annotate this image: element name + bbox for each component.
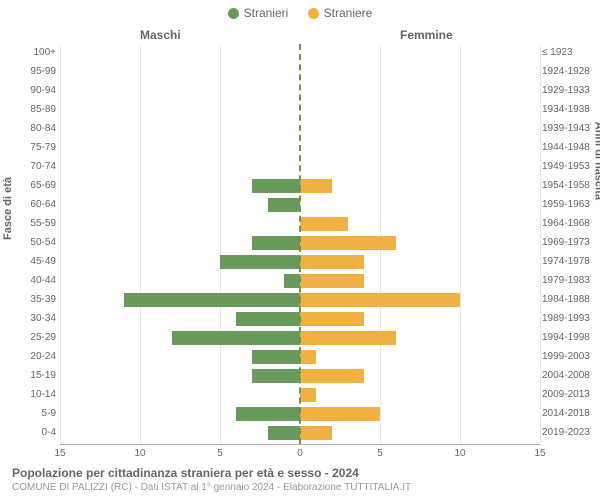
year-label: 2009-2013 [542,389,598,400]
age-label: 80-84 [12,123,56,134]
bar-female [300,255,364,269]
bar-female [300,369,364,383]
age-label: 70-74 [12,161,56,172]
age-label: 15-19 [12,370,56,381]
bar-male [268,198,300,212]
bar-male [220,255,300,269]
age-label: 85-89 [12,104,56,115]
year-label: 1964-1968 [542,218,598,229]
bar-female [300,388,316,402]
year-label: 1984-1988 [542,294,598,305]
bar-female [300,407,380,421]
year-label: 1994-1998 [542,332,598,343]
bar-female [300,426,332,440]
year-label: 1954-1958 [542,180,598,191]
x-tick: 5 [377,448,383,459]
age-label: 45-49 [12,256,56,267]
x-tick: 5 [217,448,223,459]
legend: Stranieri Straniere [0,6,600,22]
age-label: 0-4 [12,427,56,438]
age-label: 60-64 [12,199,56,210]
age-label: 55-59 [12,218,56,229]
bar-male [252,179,300,193]
year-label: 2014-2018 [542,408,598,419]
year-label: 1934-1938 [542,104,598,115]
bar-female [300,293,460,307]
age-label: 35-39 [12,294,56,305]
bar-female [300,274,364,288]
age-label: 95-99 [12,66,56,77]
age-label: 100+ [12,47,56,58]
bar-male [252,236,300,250]
bar-male [236,312,300,326]
bar-female [300,312,364,326]
year-label: 1924-1928 [542,66,598,77]
age-label: 75-79 [12,142,56,153]
age-label: 90-94 [12,85,56,96]
bar-male [172,331,300,345]
year-label: 1969-1973 [542,237,598,248]
year-label: 1939-1943 [542,123,598,134]
bar-female [300,236,396,250]
legend-male-swatch [228,8,239,19]
year-label: 1974-1978 [542,256,598,267]
year-label: 2004-2008 [542,370,598,381]
center-axis [299,44,301,444]
year-label: 1999-2003 [542,351,598,362]
x-tick: 15 [534,448,545,459]
age-label: 20-24 [12,351,56,362]
age-label: 50-54 [12,237,56,248]
chart-title: Popolazione per cittadinanza straniera p… [12,466,359,480]
bar-female [300,331,396,345]
legend-male: Stranieri [228,6,289,20]
year-label: 1979-1983 [542,275,598,286]
age-label: 25-29 [12,332,56,343]
header-male: Maschi [140,28,181,42]
legend-female: Straniere [308,6,373,20]
year-label: 1929-1933 [542,85,598,96]
year-label: 2019-2023 [542,427,598,438]
age-label: 5-9 [12,408,56,419]
x-axis: 15105051015 [60,444,540,460]
bar-female [300,217,348,231]
x-tick: 0 [297,448,303,459]
year-label: ≤ 1923 [542,47,598,58]
x-tick: 15 [54,448,65,459]
age-label: 65-69 [12,180,56,191]
pyramid-chart: 100+≤ 192395-991924-192890-941929-193385… [60,44,540,444]
bar-female [300,350,316,364]
x-tick: 10 [454,448,465,459]
year-label: 1989-1993 [542,313,598,324]
bar-male [252,369,300,383]
year-label: 1944-1948 [542,142,598,153]
legend-female-swatch [308,8,319,19]
legend-male-label: Stranieri [244,6,289,20]
age-label: 30-34 [12,313,56,324]
bar-male [236,407,300,421]
year-label: 1959-1963 [542,199,598,210]
header-female: Femmine [400,28,453,42]
year-label: 1949-1953 [542,161,598,172]
gridline [540,44,541,444]
bar-male [252,350,300,364]
bar-male [268,426,300,440]
age-label: 40-44 [12,275,56,286]
chart-subtitle: COMUNE DI PALIZZI (RC) - Dati ISTAT al 1… [12,482,411,493]
bar-male [284,274,300,288]
bar-male [124,293,300,307]
bar-female [300,179,332,193]
x-tick: 10 [134,448,145,459]
age-label: 10-14 [12,389,56,400]
legend-female-label: Straniere [324,6,373,20]
